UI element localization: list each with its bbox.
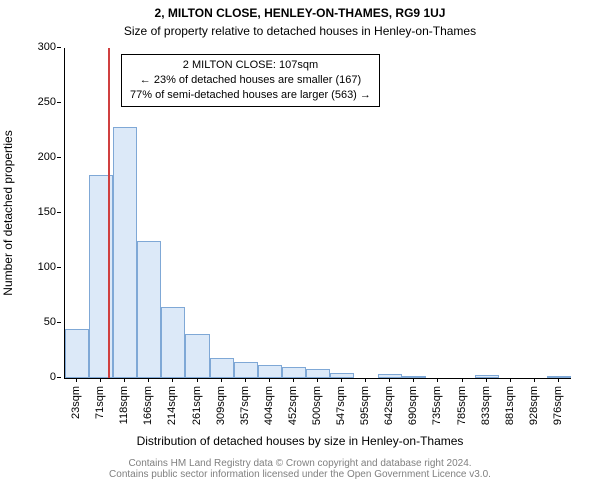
- histogram-bar: [113, 127, 137, 378]
- x-tick-mark: [76, 378, 77, 382]
- y-tick: 300: [0, 41, 56, 53]
- x-tick-label: 357sqm: [239, 386, 251, 425]
- x-tick-label: 404sqm: [263, 386, 275, 425]
- x-tick-mark: [172, 378, 173, 382]
- histogram-bar: [185, 334, 209, 378]
- x-tick-mark: [269, 378, 270, 382]
- x-tick-mark: [389, 378, 390, 382]
- y-tick: 100: [0, 261, 56, 273]
- histogram-bar: [210, 358, 234, 378]
- plot-area: 2 MILTON CLOSE: 107sqm ← 23% of detached…: [64, 48, 571, 379]
- x-tick-mark: [197, 378, 198, 382]
- info-line-2: ← 23% of detached houses are smaller (16…: [130, 73, 371, 88]
- x-tick-mark: [100, 378, 101, 382]
- x-tick-label: 976sqm: [552, 386, 564, 425]
- histogram-bar: [65, 329, 89, 379]
- x-tick-label: 309sqm: [215, 386, 227, 425]
- x-tick-label: 166sqm: [142, 386, 154, 425]
- chart-subtitle: Size of property relative to detached ho…: [0, 24, 600, 38]
- x-tick-mark: [534, 378, 535, 382]
- histogram-bar: [306, 369, 330, 378]
- x-tick-label: 690sqm: [407, 386, 419, 425]
- x-tick-mark: [486, 378, 487, 382]
- x-axis-label: Distribution of detached houses by size …: [0, 434, 600, 448]
- x-tick-label: 118sqm: [118, 386, 130, 424]
- y-tick: 150: [0, 206, 56, 218]
- x-ticks: 23sqm 71sqm 118sqm 166sqm 214sqm 261sqm 309sqm…: [0, 378, 600, 438]
- x-tick-label: 735sqm: [431, 386, 443, 425]
- x-tick-label: 928sqm: [528, 386, 540, 425]
- y-tick: 200: [0, 151, 56, 163]
- info-line-3: 77% of semi-detached houses are larger (…: [130, 88, 371, 103]
- histogram-bar: [258, 365, 282, 378]
- x-tick-mark: [293, 378, 294, 382]
- x-tick-label: 595sqm: [359, 386, 371, 425]
- x-tick-mark: [221, 378, 222, 382]
- chart-title: 2, MILTON CLOSE, HENLEY-ON-THAMES, RG9 1…: [0, 6, 600, 20]
- x-tick-label: 214sqm: [166, 386, 178, 425]
- x-tick-label: 833sqm: [480, 386, 492, 425]
- x-tick-mark: [437, 378, 438, 382]
- x-tick-label: 23sqm: [70, 386, 82, 419]
- x-tick-label: 881sqm: [504, 386, 516, 425]
- x-tick-label: 785sqm: [456, 386, 468, 425]
- y-tick: 50: [0, 316, 56, 328]
- histogram-bar: [282, 367, 306, 378]
- x-tick-mark: [558, 378, 559, 382]
- footer-line-2: Contains public sector information licen…: [0, 469, 600, 480]
- x-tick-mark: [148, 378, 149, 382]
- x-tick-label: 452sqm: [287, 386, 299, 425]
- x-tick-mark: [341, 378, 342, 382]
- histogram-figure: 2, MILTON CLOSE, HENLEY-ON-THAMES, RG9 1…: [0, 0, 600, 500]
- x-tick-mark: [245, 378, 246, 382]
- x-tick-mark: [510, 378, 511, 382]
- footer-line-1: Contains HM Land Registry data © Crown c…: [0, 458, 600, 469]
- property-size-marker: [108, 48, 110, 378]
- info-box: 2 MILTON CLOSE: 107sqm ← 23% of detached…: [121, 54, 380, 107]
- x-tick-mark: [365, 378, 366, 382]
- x-tick-label: 261sqm: [191, 386, 203, 425]
- info-line-1: 2 MILTON CLOSE: 107sqm: [130, 58, 371, 73]
- histogram-bar: [161, 307, 185, 379]
- x-tick-mark: [462, 378, 463, 382]
- x-tick-mark: [124, 378, 125, 382]
- histogram-bar: [234, 362, 258, 379]
- y-tick: 250: [0, 96, 56, 108]
- x-tick-mark: [413, 378, 414, 382]
- x-tick-mark: [317, 378, 318, 382]
- x-tick-label: 71sqm: [94, 386, 106, 419]
- x-tick-label: 500sqm: [311, 386, 323, 425]
- x-tick-label: 547sqm: [335, 386, 347, 425]
- footer: Contains HM Land Registry data © Crown c…: [0, 458, 600, 480]
- x-tick-label: 642sqm: [383, 386, 395, 425]
- histogram-bar: [137, 241, 161, 379]
